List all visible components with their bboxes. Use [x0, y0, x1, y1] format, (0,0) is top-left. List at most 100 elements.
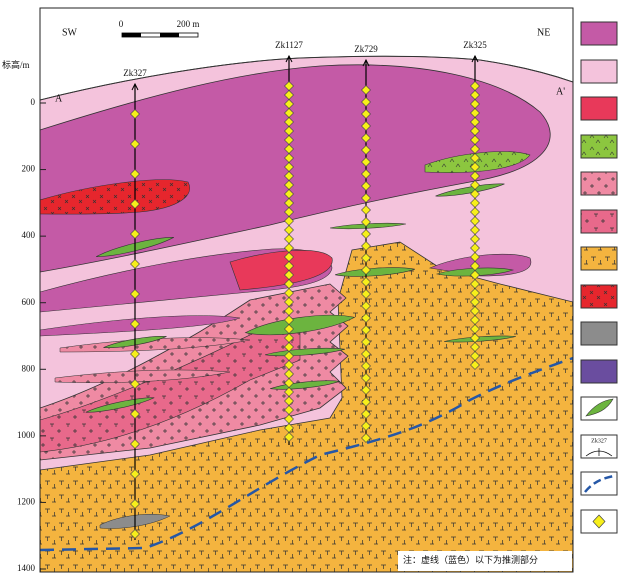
sample-diamond — [361, 121, 371, 131]
legend-swatch — [580, 209, 618, 234]
purple-unit — [40, 64, 551, 273]
sample-diamond — [361, 253, 371, 263]
sample-diamond — [130, 469, 140, 479]
green-lens — [244, 314, 356, 336]
sample-diamond — [361, 85, 371, 95]
legend-swatch — [580, 434, 618, 459]
geology — [40, 8, 573, 572]
sample-diamond — [130, 439, 140, 449]
sample-diamond — [361, 241, 371, 251]
green-lens — [335, 267, 415, 277]
sample-diamond — [130, 259, 140, 269]
legend-borehole-symbol — [585, 448, 613, 457]
note: 注：虚线（蓝色）以下为推测部分 — [403, 554, 538, 565]
sample-diamond — [361, 133, 371, 143]
borehole-arrow — [471, 54, 479, 63]
tick-label: 1000 — [17, 430, 36, 440]
sample-diamond — [361, 145, 371, 155]
tick-label: 0 — [31, 97, 36, 107]
green-lens — [85, 397, 155, 413]
sample-diamond — [130, 409, 140, 419]
green-lens — [444, 335, 516, 343]
sample-diamond — [361, 421, 371, 431]
sample-diamond — [361, 385, 371, 395]
sample-diamond — [361, 349, 371, 359]
legend-swatch — [580, 96, 618, 121]
sample-diamond — [361, 169, 371, 179]
sample-diamond — [361, 301, 371, 311]
sample-diamond — [361, 217, 371, 227]
sample-diamond — [361, 325, 371, 335]
tick-label: 1400 — [17, 563, 36, 573]
purple-thin-lens — [40, 315, 241, 337]
legend-swatch — [580, 246, 618, 271]
topography — [40, 55, 573, 101]
borehole-name: Zk1127 — [275, 40, 303, 50]
sample-diamond — [130, 529, 140, 539]
note-box — [398, 551, 572, 571]
sample-diamond — [130, 349, 140, 359]
sample-diamond — [130, 169, 140, 179]
sample-diamond — [361, 265, 371, 275]
sample-diamond — [361, 157, 371, 167]
sample-diamond — [470, 360, 480, 370]
borehole-arrow — [362, 58, 370, 67]
scale-zero: 0 — [119, 19, 124, 29]
legend-lens-symbol — [585, 398, 614, 417]
sample-diamond — [361, 397, 371, 407]
green-lens — [435, 183, 505, 197]
borehole-name: Zk327 — [123, 68, 147, 78]
sample-diamond — [130, 109, 140, 119]
tick-label: 600 — [22, 297, 36, 307]
sample-diamond — [361, 433, 371, 443]
sample-diamond — [361, 97, 371, 107]
sample-diamond — [284, 432, 294, 442]
sample-diamond — [130, 289, 140, 299]
axis-label: 标高/m — [2, 59, 30, 70]
sample-diamond — [130, 199, 140, 209]
tick-label: 400 — [22, 230, 36, 240]
legend-swatch — [580, 171, 618, 196]
sample-diamond — [130, 229, 140, 239]
legend-swatch — [580, 321, 618, 346]
tick-label: 1200 — [17, 496, 36, 506]
sample-diamond — [361, 229, 371, 239]
section-end: A' — [556, 86, 565, 97]
ne-label: NE — [537, 27, 550, 38]
sample-diamond — [361, 193, 371, 203]
legend-borehole-label: Zk327 — [591, 438, 607, 444]
sample-diamond — [130, 499, 140, 509]
sample-diamond — [130, 319, 140, 329]
sw-label: SW — [62, 27, 78, 38]
borehole-name: Zk729 — [354, 44, 378, 54]
legend-swatch — [580, 59, 618, 84]
sample-diamond — [361, 289, 371, 299]
green-v-lens — [424, 151, 531, 173]
scale-bar-seg — [160, 33, 179, 37]
legend-swatch — [580, 359, 618, 384]
sample-diamond — [361, 409, 371, 419]
sample-diamond — [361, 373, 371, 383]
borehole-name: Zk325 — [463, 40, 487, 50]
pink-finger — [54, 369, 231, 383]
tick-label: 800 — [22, 363, 36, 373]
sample-diamond — [130, 379, 140, 389]
red-pink-lens — [229, 250, 333, 291]
legend-swatch — [580, 284, 618, 309]
tick-label: 200 — [22, 164, 36, 174]
section-start: A — [55, 93, 63, 104]
sample-diamond — [361, 361, 371, 371]
sample-diamond — [130, 139, 140, 149]
frame — [39, 7, 574, 573]
sample-diamond — [361, 181, 371, 191]
orange-unit — [40, 241, 573, 572]
borehole-arrow — [285, 54, 293, 63]
legend-swatch — [580, 134, 618, 159]
legend-swatch — [580, 21, 618, 46]
sample-diamond — [361, 205, 371, 215]
green-lens — [329, 222, 407, 230]
legend-dash-symbol — [584, 474, 615, 493]
sample-diamond — [361, 337, 371, 347]
red-x-lens — [40, 179, 190, 215]
borehole-arrow — [131, 82, 139, 91]
